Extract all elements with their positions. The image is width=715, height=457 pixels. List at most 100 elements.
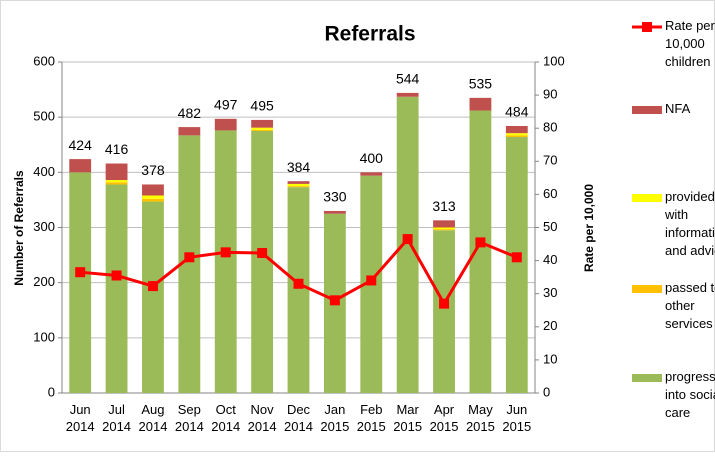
x-tick-label: Jul 2014 <box>102 402 131 434</box>
bar-segment <box>505 133 528 136</box>
bar-segment <box>287 183 310 187</box>
bar-segment <box>287 187 310 393</box>
bar-segment <box>433 230 455 393</box>
legend-marker <box>642 22 652 32</box>
y2-tick-label: 0 <box>543 384 550 399</box>
total-label: 495 <box>250 98 274 114</box>
bar-segment <box>142 201 164 393</box>
bar-segment <box>433 227 455 230</box>
y-tick-label: 100 <box>33 329 55 344</box>
y-tick-label: 0 <box>48 384 55 399</box>
bar-segment <box>433 220 455 228</box>
bar-segment <box>469 97 492 111</box>
line-marker <box>75 267 86 278</box>
bar-segment <box>505 135 528 138</box>
bar-segment <box>251 129 274 131</box>
bar-segment <box>251 127 274 130</box>
x-tick-label: Jun 2015 <box>502 402 531 434</box>
y-tick-label: 500 <box>33 109 55 124</box>
y-axis-label: Number of Referrals <box>12 170 26 286</box>
line-marker <box>366 275 377 286</box>
bar-segment <box>396 92 419 97</box>
line-marker <box>475 237 486 248</box>
bar-segment <box>323 210 346 214</box>
y2-tick-label: 40 <box>543 252 557 267</box>
y-tick-label: 600 <box>33 53 55 68</box>
x-tick-label: Feb 2015 <box>357 402 386 434</box>
x-tick-label: Sep 2014 <box>175 402 204 434</box>
line-marker <box>329 295 340 306</box>
total-label: 482 <box>178 105 202 121</box>
bar-segment <box>469 110 492 394</box>
line-marker <box>257 247 268 258</box>
bar-segment <box>433 229 455 231</box>
legend-swatch <box>632 374 662 382</box>
line-marker <box>220 247 231 258</box>
y-tick-label: 400 <box>33 164 55 179</box>
y-tick-label: 300 <box>33 219 55 234</box>
total-label: 424 <box>69 137 93 153</box>
bar-segment <box>396 96 419 393</box>
x-tick-label: May 2015 <box>466 402 495 434</box>
y2-tick-label: 50 <box>543 219 557 234</box>
bar-segment <box>178 127 201 136</box>
line-marker <box>147 281 158 292</box>
y2-tick-label: 60 <box>543 186 557 201</box>
line-marker <box>402 234 413 245</box>
bar-segment <box>251 119 274 128</box>
y2-tick-label: 70 <box>543 153 557 168</box>
bar-segment <box>214 118 237 131</box>
bar-segment <box>214 130 237 393</box>
line-marker <box>293 278 304 289</box>
bar-segment <box>178 135 201 393</box>
legend-swatch <box>632 194 662 202</box>
total-label: 544 <box>396 71 420 87</box>
total-label: 484 <box>505 104 529 120</box>
bar-segment <box>69 172 92 393</box>
y2-tick-label: 100 <box>543 53 565 68</box>
y-tick-label: 200 <box>33 274 55 289</box>
bar-segment <box>142 184 164 196</box>
x-tick-label: Apr 2015 <box>430 402 459 434</box>
bar-segment <box>105 163 128 181</box>
legend-label: passed tootherservices <box>665 280 715 331</box>
bar-segment <box>142 195 164 199</box>
bar-segment <box>69 159 92 173</box>
bar-segment <box>105 180 128 183</box>
bar-segment <box>287 181 310 184</box>
line-marker <box>184 252 195 263</box>
legend-label: NFA <box>665 101 691 116</box>
y2-tick-label: 10 <box>543 351 557 366</box>
legend-label: progressedinto socialcare <box>665 369 715 420</box>
legend-label: Rate per 10,000 children <box>665 18 715 69</box>
total-label: 384 <box>287 159 311 175</box>
total-label: 497 <box>214 97 238 113</box>
chart-title: Referrals <box>324 23 415 46</box>
y2-tick-label: 90 <box>543 87 557 102</box>
total-label: 378 <box>141 162 165 178</box>
line-marker <box>111 270 122 281</box>
bar-segment <box>287 186 310 188</box>
x-tick-label: Dec 2014 <box>284 402 313 434</box>
total-label: 313 <box>432 198 456 214</box>
bar-segment <box>251 130 274 394</box>
x-tick-label: Jun 2014 <box>66 402 95 434</box>
y2-axis-label: Rate per 10,000 <box>582 184 596 272</box>
y2-tick-label: 20 <box>543 318 557 333</box>
x-tick-label: Mar 2015 <box>393 402 422 434</box>
bar-segment <box>142 198 164 202</box>
total-label: 416 <box>105 141 129 157</box>
y2-tick-label: 80 <box>543 120 557 135</box>
legend-label: providedwithinformationand advice <box>664 189 715 258</box>
bar-segment <box>505 125 528 134</box>
total-label: 535 <box>469 76 493 92</box>
x-tick-label: Jan 2015 <box>320 402 349 434</box>
x-tick-label: Aug 2014 <box>139 402 168 434</box>
x-tick-label: Nov 2014 <box>248 402 277 434</box>
x-tick-label: Oct 2014 <box>211 402 240 434</box>
line-marker <box>439 298 450 309</box>
y2-tick-label: 30 <box>543 285 557 300</box>
bar-segment <box>360 172 383 176</box>
legend-swatch <box>632 106 662 114</box>
